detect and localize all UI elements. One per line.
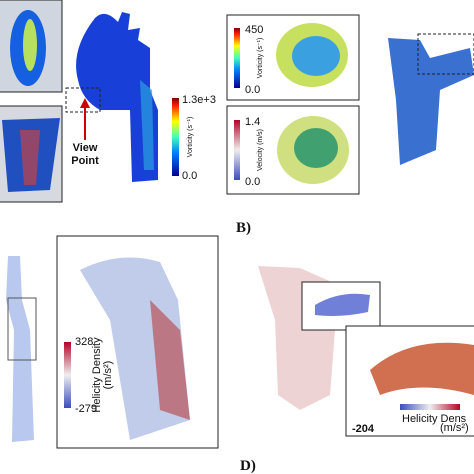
colorbar-min: -279	[75, 403, 97, 415]
render	[150, 300, 190, 420]
colorbar-title: Helicity Dens	[402, 413, 467, 425]
colorbar	[234, 120, 240, 180]
render	[20, 130, 40, 185]
view-box	[7, 297, 37, 361]
colorbar-title: Velocity (m/s)	[257, 129, 264, 171]
colorbar-unit: (m/s²)	[440, 422, 469, 434]
render	[315, 293, 370, 316]
vessel	[76, 12, 158, 182]
vessel	[6, 256, 34, 442]
annotation: View	[73, 142, 98, 154]
panel-a: View Point 1.3e+3 0.0 Vorticity (s⁻¹)	[0, 0, 216, 203]
colorbar-max: 1.3e+3	[182, 94, 216, 106]
view-box	[65, 87, 101, 113]
colorbar	[64, 342, 71, 408]
colorbar-min: 0.0	[182, 170, 197, 182]
colorbar-min: 0.0	[245, 84, 260, 96]
colorbar-max: 328	[75, 336, 93, 348]
colorbar-unit: (m/s²)	[102, 361, 114, 390]
render	[292, 36, 340, 76]
colorbar-title: Helicity Density	[91, 337, 103, 413]
colorbar-title: Vorticity (s⁻¹)	[257, 38, 264, 79]
colorbar	[400, 404, 460, 410]
vessel	[388, 38, 474, 165]
view-box	[417, 33, 474, 75]
render	[294, 128, 338, 168]
colorbar-min: -204	[352, 423, 375, 435]
panel-d: Helicity Dens (m/s²) -204 D)	[240, 266, 474, 474]
vessel-flow	[140, 80, 154, 170]
render	[370, 342, 474, 395]
colorbar-min: 0.0	[245, 176, 260, 188]
panel-c: 328 -279 Helicity Density (m/s²)	[6, 235, 219, 449]
panel-label: D)	[240, 458, 256, 474]
panel-b: 450 0.0 Vorticity (s⁻¹) 1.4 0.0 Velocity…	[226, 14, 474, 236]
render	[23, 19, 37, 71]
colorbar-max: 1.4	[245, 116, 260, 128]
colorbar-title: Vorticity (s⁻¹)	[187, 117, 194, 158]
annotation: Point	[71, 155, 99, 167]
colorbar	[234, 28, 240, 88]
colorbar-max: 450	[245, 24, 263, 36]
colorbar	[172, 98, 179, 176]
panel-label: B)	[236, 220, 251, 236]
arrow-head	[80, 98, 90, 108]
